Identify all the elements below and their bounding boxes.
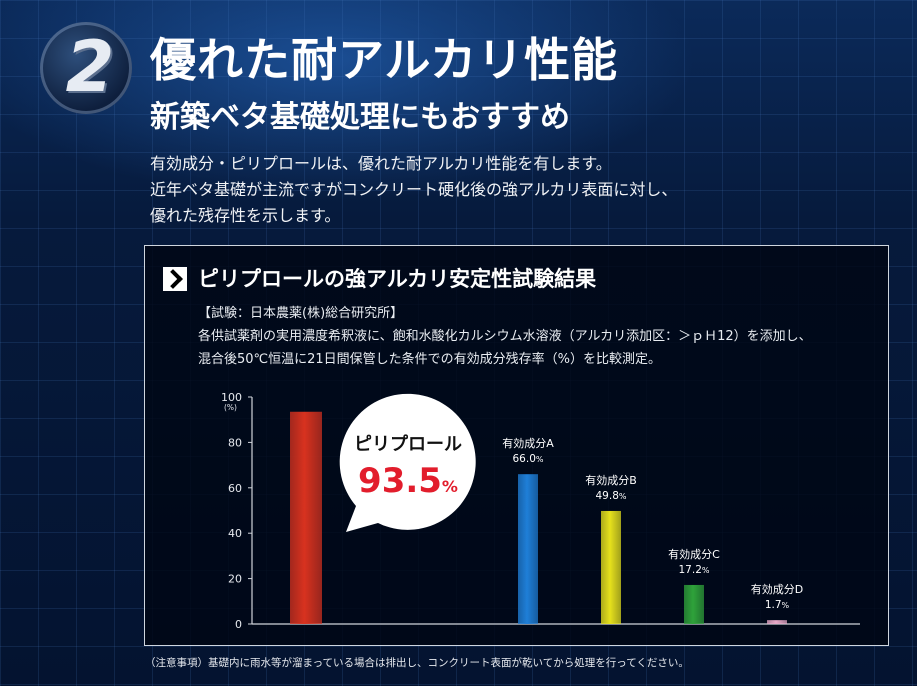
bar-value-label: 49.8%	[596, 490, 627, 502]
test-method-line: 混合後50℃恒温に21日間保管した条件での有効成分残存率（%）を比較測定。	[198, 352, 662, 367]
section-number: 2	[65, 26, 115, 108]
bar	[767, 620, 787, 624]
bar	[290, 411, 322, 624]
bar-category-label: 有効成分C	[668, 547, 720, 561]
test-method: 【試験：日本農薬(株)総合研究所】 各供試薬剤の実用濃度希釈液に、飽和水酸化カル…	[198, 302, 812, 371]
y-tick-label: 100	[221, 391, 242, 404]
bar	[601, 510, 621, 624]
y-tick-label: 20	[228, 573, 242, 586]
test-method-line: 【試験：日本農薬(株)総合研究所】	[198, 306, 404, 321]
page-subtitle: 新築ベタ基礎処理にもおすすめ	[150, 100, 570, 135]
bar-value-label: 1.7%	[765, 599, 790, 611]
bar	[684, 584, 704, 624]
bar	[518, 474, 538, 624]
intro-text: 有効成分・ピリプロールは、優れた耐アルカリ性能を有します。 近年ベタ基礎が主流で…	[150, 151, 677, 229]
bar-category-label: 有効成分A	[502, 436, 554, 450]
bar-category-label: 有効成分D	[751, 582, 803, 596]
test-method-line: 各供試薬剤の実用濃度希釈液に、飽和水酸化カルシウム水溶液（アルカリ添加区：＞ｐＨ…	[198, 329, 812, 344]
y-tick-label: 0	[235, 618, 242, 631]
intro-line: 近年ベタ基礎が主流ですがコンクリート硬化後の強アルカリ表面に対し、	[150, 180, 678, 199]
chevron-right-icon	[163, 267, 187, 291]
callout-value-label: 93.5%	[358, 461, 458, 501]
intro-line: 有効成分・ピリプロールは、優れた耐アルカリ性能を有します。	[150, 154, 612, 173]
y-tick-label: 40	[228, 527, 242, 540]
bar-category-label: 有効成分B	[585, 473, 637, 487]
section-number-badge	[40, 22, 132, 114]
y-tick-label: 60	[228, 482, 242, 495]
callout-shape	[339, 393, 476, 532]
page-title: 優れた耐アルカリ性能	[150, 33, 619, 87]
chart-panel	[144, 245, 889, 646]
chart-panel-title: ピリプロールの強アルカリ安定性試験結果	[198, 267, 597, 291]
bar-value-label: 17.2%	[679, 564, 710, 576]
y-unit-label: (%)	[224, 403, 237, 412]
callout-bubble: ピリプロール 93.5%	[339, 393, 476, 532]
footnote: （注意事項）基礎内に雨水等が溜まっている場合は排出し、コンクリート表面が乾いてか…	[145, 657, 689, 669]
bar-value-label: 66.0%	[513, 453, 544, 465]
callout-category-label: ピリプロール	[354, 433, 462, 455]
intro-line: 優れた残存性を示します。	[150, 206, 341, 225]
y-tick-label: 80	[228, 436, 242, 449]
